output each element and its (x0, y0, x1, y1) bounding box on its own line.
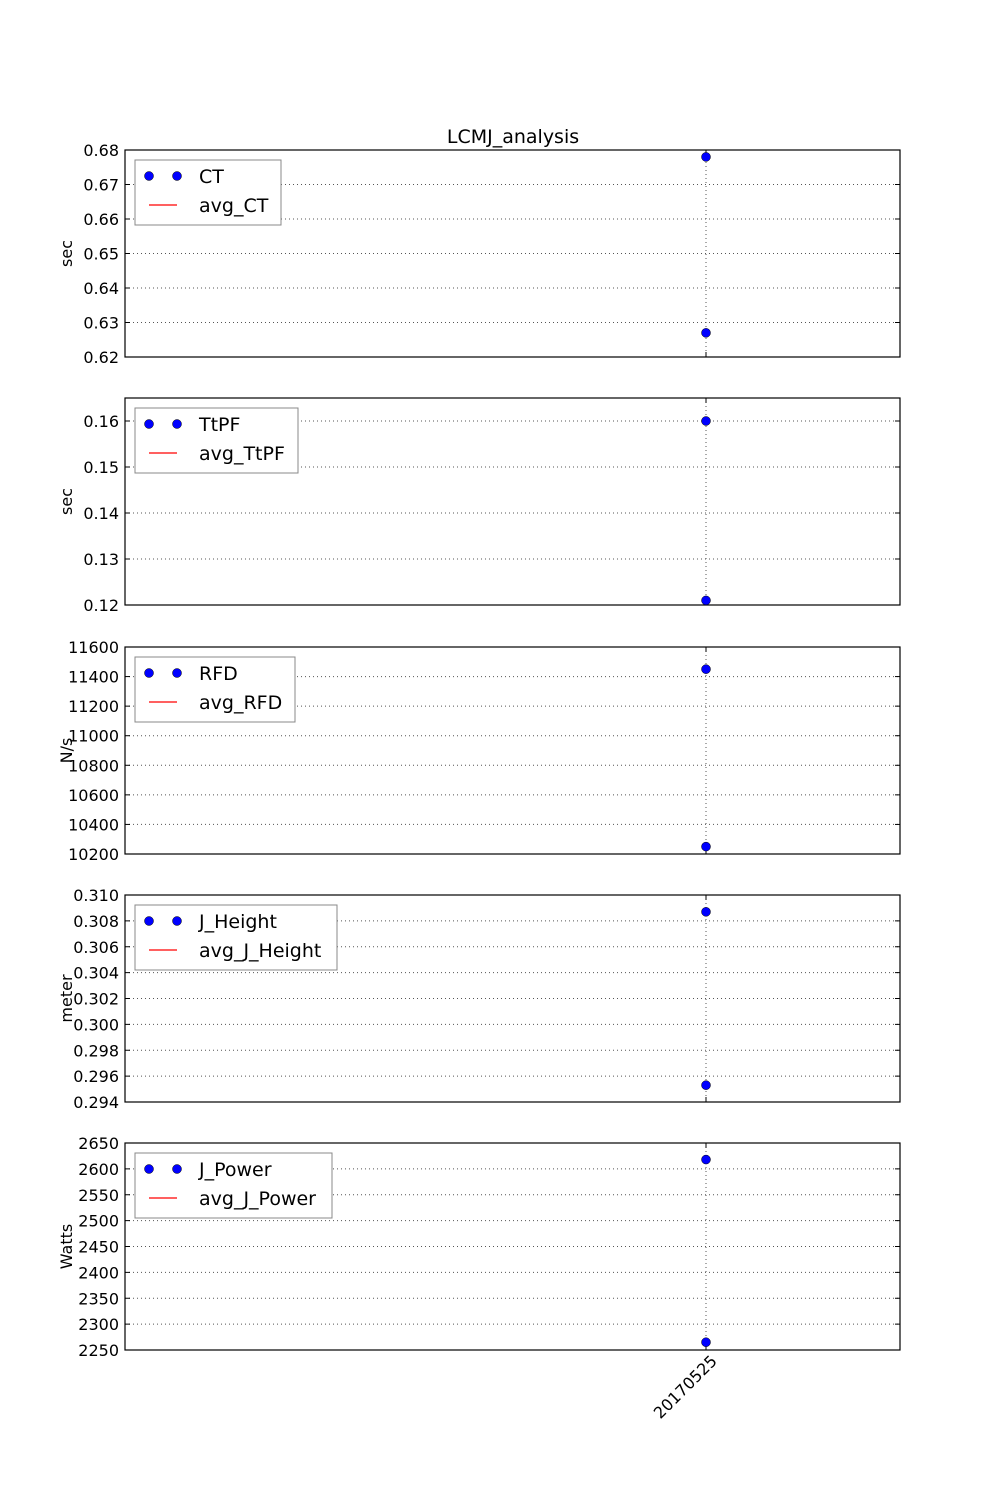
legend-label: avg_J_Power (199, 1188, 316, 1210)
legend-label: avg_CT (199, 195, 269, 217)
y-tick-label: 2550 (78, 1186, 119, 1205)
y-tick-label: 11200 (68, 697, 119, 716)
y-tick-label: 10200 (68, 845, 119, 864)
data-point (701, 152, 711, 162)
legend-label: avg_J_Height (199, 940, 321, 962)
y-tick-label: 0.68 (83, 141, 119, 160)
y-tick-label: 10600 (68, 786, 119, 805)
legend-box (134, 159, 282, 226)
x-tick-label: 20170525 (650, 1351, 721, 1422)
y-tick-label: 0.308 (73, 912, 119, 931)
y-tick-label: 0.14 (83, 504, 119, 523)
data-point (701, 416, 711, 426)
y-tick-label: 10400 (68, 815, 119, 834)
subplot-3: 10200 10400 10600 10800 11000 11200 11400 11600… (57, 638, 901, 864)
y-axis-label: sec (57, 488, 76, 515)
legend-marker (172, 1164, 182, 1174)
y-tick-label: 2500 (78, 1212, 119, 1231)
legend-marker (172, 419, 182, 429)
data-point (701, 664, 711, 674)
legend-label: avg_TtPF (199, 443, 285, 465)
legend-marker (144, 171, 154, 181)
y-tick-label: 0.302 (73, 990, 119, 1009)
legend-label: J_Height (198, 911, 277, 933)
data-point (701, 1154, 711, 1165)
subplots: 0.620.630.640.650.660.670.68secCTavg_CT0… (57, 141, 901, 1422)
legend-label: J_Power (198, 1159, 272, 1181)
y-tick-label: 11000 (68, 727, 119, 746)
y-tick-label: 10800 (68, 756, 119, 775)
legend-marker (144, 916, 154, 926)
subplot-2: 0.12 0.13 0.14 0.15 0.16 sec TtPF avg_TtPF (57, 397, 901, 615)
y-tick-label: 0.310 (73, 886, 119, 905)
y-tick-label: 0.67 (83, 176, 119, 195)
legend-marker (144, 419, 154, 429)
legend-box (134, 407, 299, 474)
y-tick-label: 0.63 (83, 314, 119, 333)
y-tick-label: 2350 (78, 1289, 119, 1308)
y-axis-label: N/s (57, 738, 76, 764)
legend-label: avg_RFD (199, 692, 282, 714)
data-point (701, 595, 711, 606)
y-tick-label: 0.12 (83, 596, 119, 615)
y-tick-label: 0.294 (73, 1093, 119, 1112)
legend-marker (172, 171, 182, 181)
axes-frame (124, 397, 901, 606)
y-tick-label: 0.64 (83, 279, 119, 298)
legend-marker (172, 916, 182, 926)
subplot-4: 0.294 0.296 0.298 0.300 0.302 0.304 0.306 0.308… (57, 886, 901, 1112)
y-tick-label: 0.13 (83, 550, 119, 569)
y-tick-label: 2650 (78, 1134, 119, 1153)
y-tick-label: 2600 (78, 1160, 119, 1179)
y-tick-label: 0.298 (73, 1041, 119, 1060)
y-tick-label: 0.66 (83, 210, 119, 229)
y-tick-label: 0.306 (73, 938, 119, 957)
legend-marker (144, 1164, 154, 1174)
axes-frame (124, 646, 901, 855)
y-tick-label: 2400 (78, 1263, 119, 1282)
data-point (701, 841, 711, 852)
y-axis-label: sec (57, 240, 76, 267)
data-point (701, 1337, 711, 1347)
legend-marker (172, 668, 182, 678)
data-point (701, 328, 711, 338)
y-tick-label: 0.296 (73, 1067, 119, 1086)
y-axis-label: Watts (57, 1224, 76, 1269)
y-tick-label: 11400 (68, 668, 119, 687)
legend-box (134, 904, 338, 971)
y-tick-label: 0.16 (83, 412, 119, 431)
legend-label: CT (199, 166, 224, 188)
y-tick-label: 2450 (78, 1238, 119, 1257)
legend-box (134, 656, 296, 723)
subplot-5: 2250 2300 2350 2400 2450 2500 2550 2600 2650 Watt… (57, 1134, 901, 1360)
y-tick-label: 0.65 (83, 245, 119, 264)
y-tick-label: 2300 (78, 1315, 119, 1334)
legend-label: RFD (199, 663, 238, 685)
y-tick-label: 0.15 (83, 458, 119, 477)
y-tick-label: 2250 (78, 1341, 119, 1360)
y-tick-label: 0.62 (83, 348, 119, 367)
legend-box (134, 1152, 333, 1219)
legend-label: TtPF (198, 414, 240, 436)
y-tick-label: 0.304 (73, 964, 119, 983)
figure-title: LCMJ_analysis (447, 126, 579, 148)
legend-marker (144, 668, 154, 678)
y-tick-label: 11600 (68, 638, 119, 657)
data-point (701, 1080, 711, 1090)
data-point (701, 907, 711, 917)
y-tick-label: 0.300 (73, 1015, 119, 1034)
y-axis-label: meter (57, 974, 76, 1023)
subplot-1: 0.62 0.63 0.64 0.65 0.66 0.67 0.68 sec CT avg_CT (57, 141, 901, 367)
